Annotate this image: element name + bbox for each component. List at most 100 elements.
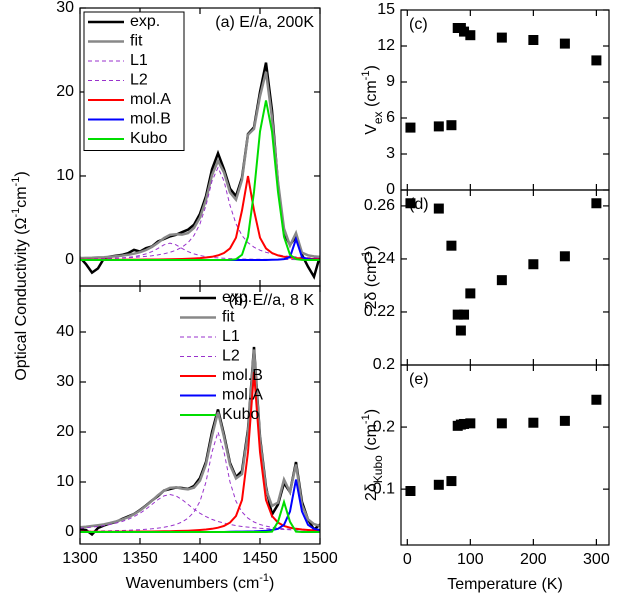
legend-label: mol.A	[222, 387, 263, 404]
y-tick-label: 15	[377, 1, 395, 18]
plot-frame	[79, 285, 321, 545]
y-tick-label: 0	[386, 181, 395, 198]
y-axis-label-part: -1	[360, 251, 372, 261]
legend-label: mol.B	[130, 111, 171, 128]
data-point	[405, 486, 416, 496]
panel-title: (a) E//a, 200K	[215, 14, 314, 31]
y-tick-label: 0	[65, 251, 74, 268]
y-tick-label: 9	[386, 73, 395, 90]
series-line	[80, 100, 320, 261]
data-point	[433, 479, 444, 490]
data-point	[559, 38, 570, 49]
data-point	[405, 198, 416, 209]
x-tick-label: 1400	[182, 550, 218, 567]
plot-frame	[400, 364, 610, 546]
data-point	[446, 120, 457, 131]
data-point	[452, 309, 463, 320]
panel-title: (b) E//a, 8 K	[229, 292, 315, 309]
x-axis-label-part: Wavenumbers (cm	[126, 575, 260, 592]
legend-label: fit	[130, 33, 143, 50]
legend-label: mol.A	[130, 91, 171, 108]
y-tick-label: 40	[56, 323, 74, 340]
legend-label: exp.	[222, 289, 252, 306]
data-point	[465, 288, 476, 299]
x-axis-label-part: Temperature (K)	[447, 576, 563, 593]
x-tick-label: 1300	[62, 550, 98, 567]
legend-label: L1	[130, 52, 148, 69]
y-tick-label: 6	[386, 109, 395, 126]
legend-label: Kubo	[130, 130, 167, 147]
data-point	[446, 476, 457, 487]
y-tick-label: 0.24	[364, 250, 395, 267]
data-point	[559, 251, 570, 262]
data-point	[446, 240, 457, 251]
legend-label: L1	[222, 328, 240, 345]
x-tick-label: 0	[403, 551, 412, 568]
y-axis-label-part: )	[13, 171, 30, 176]
data-point	[496, 275, 507, 286]
x-tick-label: 1350	[122, 550, 158, 567]
x-axis-label-part: -1	[259, 572, 269, 584]
legend-label: Kubo	[222, 406, 259, 423]
data-point	[465, 30, 476, 41]
y-tick-label: 20	[56, 83, 74, 100]
y-axis-label-part: -1	[360, 71, 372, 81]
data-point	[528, 417, 539, 428]
y-axis-label-part: (cm	[363, 424, 380, 455]
data-point	[496, 32, 507, 43]
series-line	[80, 349, 320, 529]
y-tick-label: 0.2	[373, 418, 395, 435]
y-axis-label-part: -1	[10, 177, 22, 187]
legend-label: mol.B	[222, 367, 263, 384]
y-axis-label-part: -1	[360, 414, 372, 424]
data-point	[528, 35, 539, 45]
x-tick-label: 100	[457, 551, 484, 568]
x-tick-label: 200	[520, 551, 547, 568]
data-point	[455, 325, 466, 336]
y-axis-label-part: )	[363, 245, 380, 250]
y-tick-label: 30	[56, 373, 74, 390]
y-tick-label: 0.22	[364, 303, 395, 320]
y-tick-label: 10	[56, 473, 74, 490]
y-axis-label-part: Optical Conductivity (	[13, 229, 30, 381]
series-line	[80, 493, 320, 531]
y-axis-label-part: Kubo	[371, 455, 385, 483]
legend-label: L2	[130, 72, 148, 89]
y-axis-label-part: ex	[371, 111, 385, 124]
y-axis-label-part: -1	[10, 208, 22, 218]
data-point	[459, 309, 470, 320]
y-tick-label: 0.26	[364, 197, 395, 214]
legend-label: fit	[222, 309, 235, 326]
data-point	[465, 418, 476, 429]
y-axis-label-part: )	[363, 65, 380, 70]
y-axis-label-part: 2δ	[363, 483, 380, 501]
x-axis-label: Temperature (K)	[447, 576, 563, 593]
y-tick-label: 12	[377, 37, 395, 54]
y-axis-label-part: cm	[13, 186, 30, 207]
y-tick-label: 20	[56, 423, 74, 440]
x-tick-label: 300	[583, 551, 610, 568]
data-point	[591, 198, 602, 209]
y-axis-label: Vex (cm-1)	[360, 65, 385, 135]
panel-title: (d)	[409, 196, 429, 213]
data-point	[591, 394, 602, 405]
data-point	[433, 203, 444, 214]
x-tick-label: 1500	[302, 550, 338, 567]
y-axis-label: 2δKubo (cm-1)	[360, 409, 385, 501]
y-tick-label: 30	[56, 0, 74, 16]
data-point	[459, 26, 470, 37]
y-axis-label-part: V	[363, 124, 380, 135]
data-point	[433, 121, 444, 132]
x-axis-label: Wavenumbers (cm-1)	[126, 572, 275, 592]
data-point	[559, 415, 570, 426]
y-axis-label-part: (cm	[363, 80, 380, 111]
data-point	[496, 418, 507, 429]
y-axis-label-part: Ω	[13, 218, 30, 230]
y-tick-label: 0	[65, 523, 74, 540]
y-axis-label-part: )	[363, 409, 380, 414]
legend-frame	[83, 11, 185, 151]
data-point	[528, 259, 539, 270]
data-point	[591, 55, 602, 66]
